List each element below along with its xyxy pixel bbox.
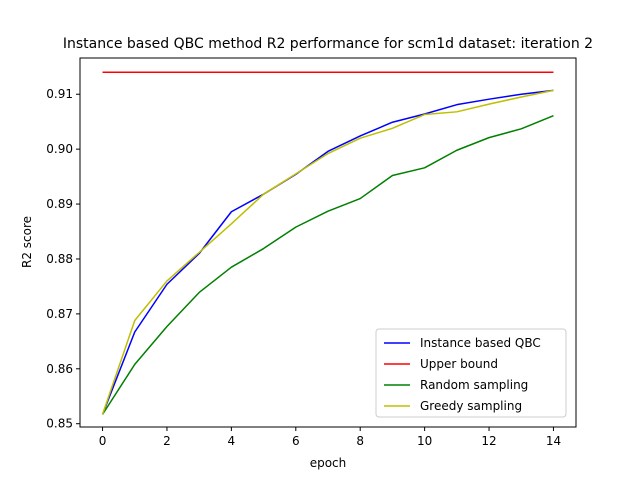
legend-box: [375, 328, 567, 418]
y-tick-label: 0.89: [46, 197, 73, 211]
x-tick-label: 4: [228, 434, 236, 448]
plot-frame: [79, 57, 577, 428]
x-tick-label: 10: [417, 434, 432, 448]
legend: Instance based QBC Upper bound Random samp…: [375, 328, 567, 418]
x-tick-label: 14: [546, 434, 561, 448]
y-tick-label: 0.85: [46, 417, 73, 431]
chart-title: Instance based QBC method R2 performance…: [63, 36, 593, 52]
series-line-greedy-sampling: [101, 89, 554, 415]
y-tick-label: 0.90: [46, 142, 73, 156]
legend-label-upper-bound: Upper bound: [420, 357, 498, 371]
y-tick-label: 0.87: [46, 307, 73, 321]
x-tick-label: 8: [356, 434, 364, 448]
y-axis-label: R2 score: [20, 216, 34, 268]
legend-label-random-sampling: Random sampling: [420, 378, 528, 392]
x-tick-label: 2: [163, 434, 171, 448]
y-tick-label: 0.88: [46, 252, 73, 266]
legend-label-instance-based-qbc: Instance based QBC: [420, 336, 541, 350]
plot-area: [101, 71, 554, 415]
series-line-random-sampling: [101, 114, 554, 415]
series-line-instance-based-qbc: [101, 89, 554, 415]
axis-ticks: 0 2 4 6 8 10 12 14 0.85 0.86 0.87 0.88 0.89 0.90 0.91: [46, 87, 561, 448]
legend-label-greedy-sampling: Greedy sampling: [420, 399, 522, 413]
x-tick-label: 6: [292, 434, 300, 448]
x-tick-label: 0: [99, 434, 107, 448]
y-tick-label: 0.86: [46, 362, 73, 376]
y-tick-label: 0.91: [46, 87, 73, 101]
x-axis-label: epoch: [310, 456, 347, 470]
x-tick-label: 12: [481, 434, 496, 448]
